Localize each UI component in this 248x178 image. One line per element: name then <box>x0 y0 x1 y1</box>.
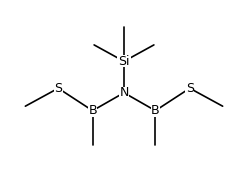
FancyBboxPatch shape <box>88 105 97 117</box>
Text: Si: Si <box>118 55 130 68</box>
Text: B: B <box>151 104 160 117</box>
FancyBboxPatch shape <box>185 82 194 94</box>
Text: S: S <box>54 82 62 95</box>
Text: N: N <box>119 86 129 99</box>
Text: S: S <box>186 82 194 95</box>
FancyBboxPatch shape <box>151 105 160 117</box>
FancyBboxPatch shape <box>117 55 131 67</box>
Text: B: B <box>88 104 97 117</box>
FancyBboxPatch shape <box>119 87 129 99</box>
FancyBboxPatch shape <box>54 82 63 94</box>
